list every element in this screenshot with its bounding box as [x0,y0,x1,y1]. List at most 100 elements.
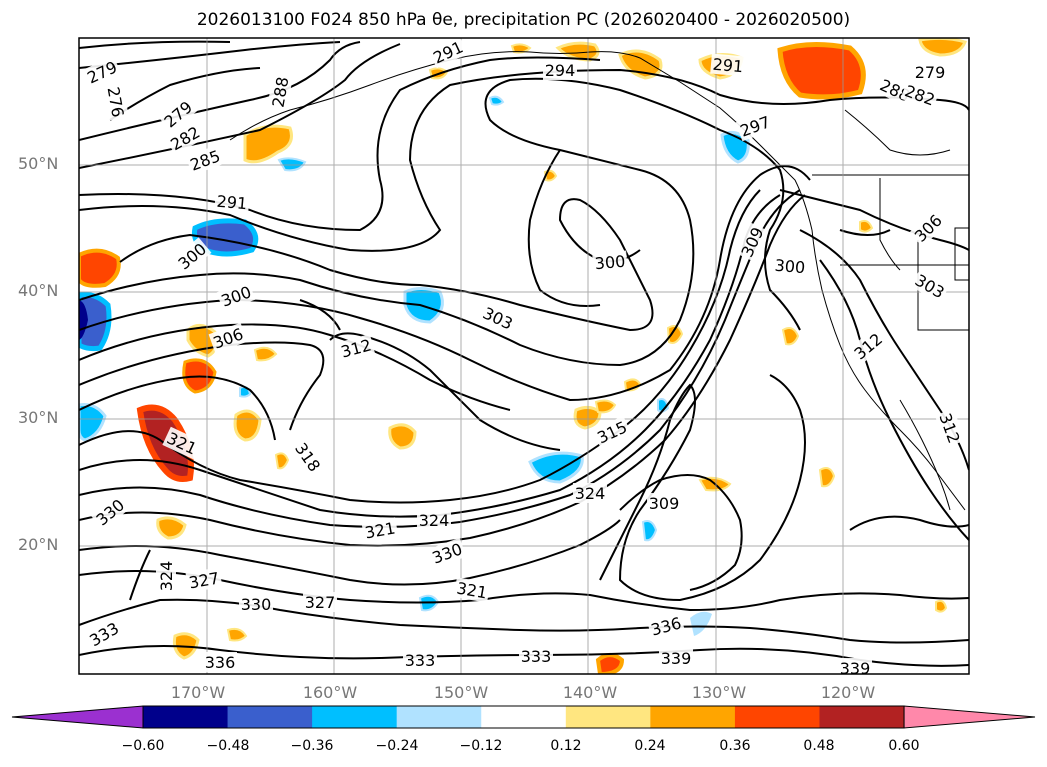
contour-label: 291 [712,55,744,77]
contour-label: 324 [157,561,176,592]
colorbar-swatch [565,706,651,728]
graticule [79,38,969,674]
contour-label-bg [573,483,607,503]
contour-label-bg [478,301,518,335]
contour-label-bg [453,577,491,603]
colorbar [11,705,1036,729]
map-frame [78,37,970,675]
contour-label-bg [427,537,467,569]
contour-label-bg [772,254,808,278]
contour-label: 333 [521,647,552,666]
contour-label-bg [214,190,250,214]
lon-label-160w: 160°W [302,683,358,702]
contour-label-bg [646,611,686,641]
contour-label-bg [848,327,888,365]
contour-label: 300 [774,256,806,278]
contour-label-bg [913,62,947,82]
colorbar-frame [142,705,905,729]
colorbar-tick: −0.60 [121,738,165,754]
colorbar-tick: 0.24 [634,738,666,754]
colorbar-tick: 0.60 [888,738,920,754]
colorbar-tick: −0.48 [206,738,250,754]
contour-label-bg [103,83,129,121]
colorbar-tick: 0.12 [550,738,582,754]
colorbar-extend-high [903,705,1036,729]
colorbar-swatch [227,706,313,728]
contour-label-bg [838,658,872,674]
contour-label-bg [735,222,769,262]
contour-label-bg [156,559,176,593]
contour-label: 309 [649,494,680,513]
contour-label-bg [647,493,681,513]
lat-label-50n: 50°N [18,154,59,173]
colorbar-swatch [396,706,482,728]
contour-label-bg [267,73,293,111]
colorbar-tick: −0.36 [290,738,334,754]
contour-label: 339 [840,659,871,678]
contour-label-bg [519,646,553,666]
lon-label-170w: 170°W [170,683,226,702]
colorbar-tick: 0.48 [803,738,835,754]
contour-label-bg [543,60,577,80]
colorbar-swatch [481,706,567,728]
contour-label-bg [592,250,628,274]
contour-label-bg [303,592,337,612]
colorbar-swatch [819,706,905,728]
contour-label: 327 [305,593,336,612]
contour-label-bg [290,437,326,477]
contour-label-bg [428,38,468,69]
contour-label-bg [361,517,399,543]
contour-label-bg [336,333,376,363]
contour-label-bg [90,493,130,531]
lon-label-140w: 140°W [562,683,618,702]
contour-label: 291 [216,192,248,214]
contour-label: 300 [594,252,626,274]
contour-label: 330 [241,595,272,614]
contour-label-bg [158,95,198,133]
colorbar-tick: 0.36 [719,738,751,754]
colorbar-swatch [312,706,398,728]
contour-label-bg [208,322,248,354]
coastlines [229,51,969,511]
contour-label: 324 [575,484,606,503]
contour-label: 336 [205,653,236,672]
contour-label-bg [659,648,693,668]
contour-label-bg [172,237,212,275]
contour-label-bg [82,55,122,89]
contour-label: 333 [405,651,436,670]
map-title: 2026013100 F024 850 hPa θe, precipitatio… [196,10,851,30]
contour-label-bg [908,208,948,248]
colorbar-tick: −0.24 [375,738,419,754]
contour-label-bg [84,616,124,652]
lon-label-150w: 150°W [433,683,489,702]
lon-label-120w: 120°W [820,683,876,702]
contour-label: 294 [545,61,576,80]
contour-label-bg [203,652,237,672]
contour-label-bg [185,144,225,176]
contour-label: 324 [419,511,450,530]
contour-label: 279 [915,63,946,82]
lat-label-40n: 40°N [18,281,59,300]
colorbar-tick: −0.12 [459,738,503,754]
contour-label-bg [185,567,223,593]
contour-label-bg [417,510,451,530]
contour-label-bg [403,650,437,670]
contour-label: 339 [661,649,692,668]
contour-label-bg [239,594,273,614]
contour-label-bg [910,268,950,304]
contour-label-bg [162,426,202,460]
contour-label-bg [735,110,775,142]
contour-label-bg [934,408,966,448]
lon-label-130w: 130°W [691,683,747,702]
colorbar-swatch [650,706,736,728]
contour-label-bg [165,120,205,156]
lat-label-30n: 30°N [18,408,59,427]
colorbar-extend-low [11,705,144,729]
lat-label-20n: 20°N [18,535,59,554]
colorbar-swatch [734,706,820,728]
colorbar-swatch [143,706,229,728]
contour-label-bg [216,280,256,312]
precip-negative-areas [79,95,750,636]
contour-label-bg [592,415,632,449]
